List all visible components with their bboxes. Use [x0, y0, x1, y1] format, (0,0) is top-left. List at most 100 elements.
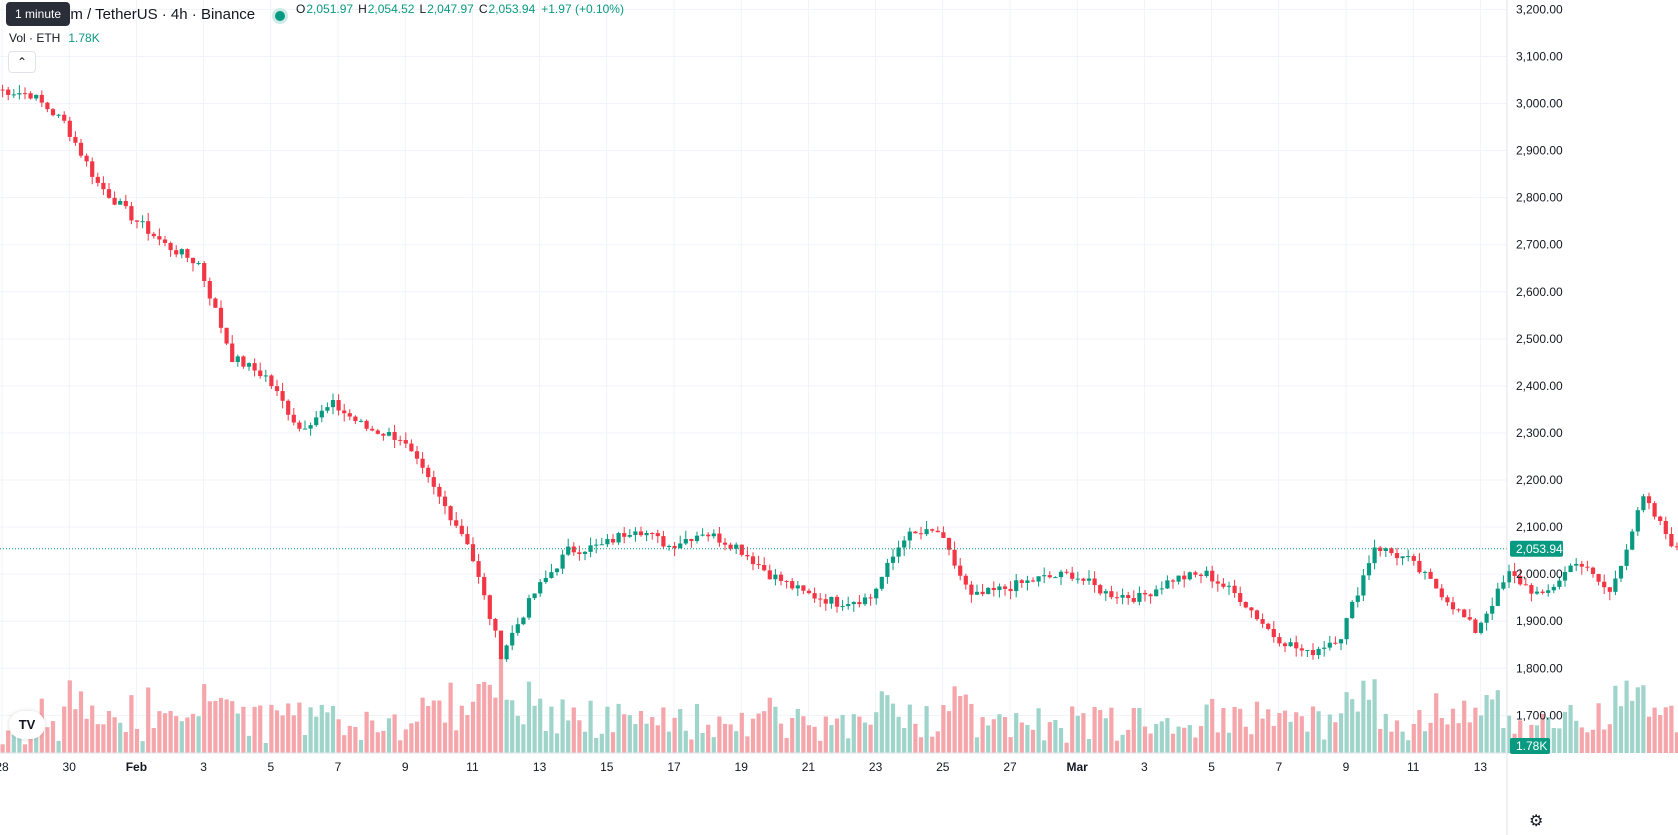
- time-tick-label: 21: [802, 760, 816, 774]
- candle-body: [566, 546, 571, 555]
- volume-bar: [874, 712, 879, 753]
- volume-bar: [599, 733, 604, 753]
- candle-body: [1137, 592, 1142, 602]
- candle-body: [728, 544, 733, 549]
- candle-body: [952, 549, 957, 566]
- candle-body: [381, 433, 386, 436]
- volume-bar: [1030, 729, 1036, 753]
- time-tick-label: 15: [600, 760, 614, 774]
- volume-bar: [1148, 733, 1153, 753]
- volume-bar: [56, 740, 61, 753]
- volume-bar: [571, 707, 576, 753]
- volume-bar: [1086, 739, 1092, 753]
- candle-body: [1198, 574, 1204, 577]
- candle-body: [1053, 577, 1058, 579]
- volume-bar: [308, 707, 313, 753]
- volume-bar: [1428, 722, 1433, 753]
- volume-bar: [1613, 685, 1618, 753]
- candle-body: [1355, 595, 1360, 602]
- candle-body: [666, 545, 672, 547]
- candle-body: [1243, 601, 1248, 608]
- candle-body: [846, 604, 851, 607]
- candle-body: [963, 575, 968, 585]
- chevron-up-icon[interactable]: ⌃: [8, 51, 36, 73]
- volume-bar: [846, 738, 851, 753]
- time-tick-label: 25: [936, 760, 950, 774]
- candle-body: [1546, 590, 1551, 593]
- candle-body: [174, 250, 179, 255]
- candle-body: [1361, 575, 1366, 596]
- time-tick-label: 27: [1003, 760, 1017, 774]
- candle-body: [1518, 575, 1523, 585]
- volume-bar: [504, 699, 509, 753]
- volume-bar: [1008, 737, 1013, 753]
- candle-body: [823, 599, 828, 604]
- ohlc-values: O2,051.97 H2,054.52 L2,047.97 C2,053.94 …: [296, 2, 624, 16]
- candle-body: [1333, 642, 1338, 644]
- candle-body: [1030, 580, 1036, 582]
- candle-body: [1411, 556, 1416, 561]
- candle-body: [941, 532, 946, 538]
- volume-bar: [1165, 718, 1170, 753]
- volume-bar: [778, 723, 784, 753]
- candle-body: [1114, 597, 1120, 599]
- volume-bar: [78, 691, 84, 753]
- volume-bar: [1540, 713, 1545, 753]
- time-tick-label: 23: [869, 760, 883, 774]
- candle-body: [526, 598, 532, 618]
- price-tick-label: 2,800.00: [1516, 191, 1563, 205]
- candle-body: [1596, 573, 1601, 582]
- candle-body: [638, 531, 644, 536]
- volume-bar: [454, 730, 459, 753]
- volume-bar: [353, 726, 358, 753]
- close-value: 2,053.94: [488, 2, 536, 16]
- time-tick-label: Mar: [1067, 760, 1089, 774]
- volume-bar: [823, 716, 828, 753]
- volume-bar: [1344, 692, 1349, 753]
- volume-bar: [106, 711, 112, 753]
- volume-bar: [627, 715, 632, 753]
- candle-body: [902, 540, 907, 548]
- candle-body: [319, 410, 324, 418]
- volume-bar: [45, 727, 50, 753]
- symbol-title[interactable]: um / TetherUS · 4h · Binance: [62, 6, 256, 23]
- candle-body: [874, 588, 879, 599]
- volume-bar: [1238, 708, 1243, 753]
- volume-bar: [17, 737, 22, 753]
- market-status-icon[interactable]: [275, 11, 285, 21]
- candle-body: [224, 327, 229, 344]
- candle-body: [1669, 533, 1674, 547]
- candle-body: [538, 582, 543, 594]
- candle-body: [202, 263, 207, 281]
- candle-body: [543, 577, 548, 583]
- volume-bar: [274, 710, 280, 753]
- volume-bar: [1658, 714, 1663, 753]
- candle-body: [437, 486, 442, 497]
- tradingview-logo-icon[interactable]: TV: [9, 711, 45, 739]
- volume-bar: [706, 724, 711, 753]
- volume-bar: [739, 712, 744, 753]
- candle-body: [1568, 565, 1573, 573]
- candle-body: [95, 176, 100, 183]
- gear-icon[interactable]: ⚙: [1529, 813, 1544, 830]
- volume-bar: [330, 705, 336, 753]
- price-tick-label: 2,000.00: [1516, 567, 1563, 581]
- candle-body: [1226, 585, 1232, 587]
- candle-body: [470, 544, 476, 562]
- volume-bar: [678, 709, 683, 753]
- volume-bar: [577, 720, 582, 753]
- volume-bar: [1299, 716, 1304, 753]
- candle-body: [308, 425, 313, 429]
- price-tick-label: 3,200.00: [1516, 2, 1563, 16]
- volume-bar: [655, 725, 660, 753]
- volume-legend[interactable]: Vol · ETH 1.78K: [9, 31, 100, 45]
- candle-body: [818, 598, 823, 600]
- volume-bar: [806, 725, 812, 753]
- volume-bar: [521, 724, 526, 753]
- volume-bar: [498, 659, 504, 753]
- price-tick-label: 2,200.00: [1516, 473, 1563, 487]
- candle-body: [1266, 623, 1271, 629]
- candle-body: [594, 544, 599, 546]
- volume-bar: [1467, 722, 1472, 753]
